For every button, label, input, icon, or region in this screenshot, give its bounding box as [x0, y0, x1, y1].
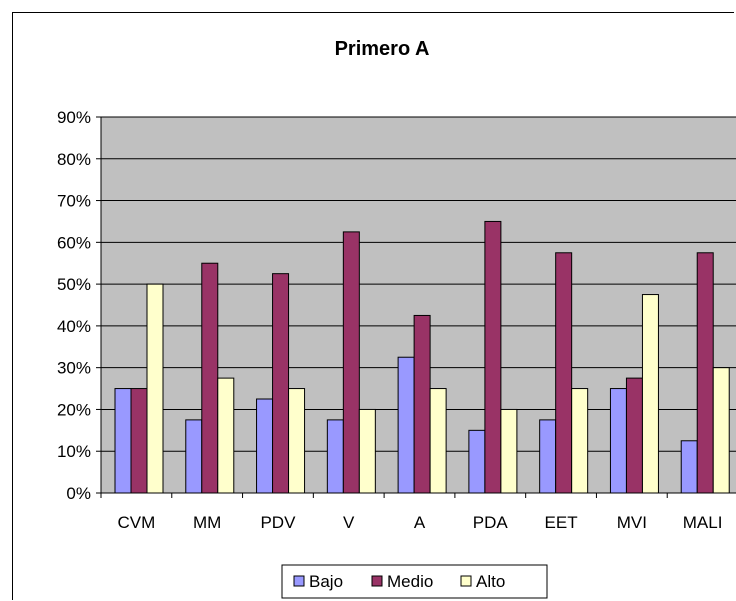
bar-bajo-pda	[468, 429, 486, 494]
bar-medio-a	[413, 314, 431, 494]
legend-label-bajo: Bajo	[309, 572, 343, 591]
bar-medio-v	[342, 231, 360, 494]
bar-alto-cvm	[146, 283, 164, 494]
x-tick-label: MALI	[683, 513, 723, 532]
bar-medio-mm	[201, 262, 219, 494]
bar-alto-eet	[571, 388, 589, 494]
bar-alto-a	[429, 388, 447, 494]
y-tick-label: 50%	[57, 275, 91, 294]
bar-medio-mvi	[625, 377, 643, 494]
bar-bajo-pdv	[256, 398, 274, 494]
bar-medio-mali	[696, 252, 714, 494]
x-tick-label: PDA	[473, 513, 509, 532]
y-tick-label: 0%	[66, 484, 91, 503]
legend-label-medio: Medio	[387, 572, 433, 591]
legend-box	[281, 564, 548, 599]
y-tick-label: 70%	[57, 192, 91, 211]
x-tick-label: MM	[193, 513, 221, 532]
bar-alto-pdv	[288, 388, 306, 494]
y-tick-label: 60%	[57, 233, 91, 252]
x-tick-label: A	[414, 513, 426, 532]
bar-alto-mali	[712, 367, 730, 494]
x-tick-label: PDV	[260, 513, 296, 532]
bars	[114, 220, 730, 494]
x-tick-label: EET	[545, 513, 578, 532]
bar-medio-pdv	[272, 273, 290, 494]
legend: Bajo Medio Alto	[281, 564, 548, 599]
x-axis-ticks: CVM MM PDV V A PDA EET MVI MALI	[100, 493, 723, 532]
chart-title: Primero A	[335, 38, 430, 60]
legend-swatch-medio	[371, 575, 383, 587]
bar-bajo-cvm	[114, 388, 132, 494]
bar-bajo-mali	[680, 440, 698, 494]
y-tick-label: 20%	[57, 400, 91, 419]
axes	[100, 117, 736, 494]
bar-alto-pda	[500, 408, 518, 494]
bar-medio-pda	[484, 220, 502, 494]
bar-bajo-a	[397, 356, 415, 494]
legend-swatch-alto	[460, 575, 472, 587]
bar-alto-mm	[217, 377, 235, 494]
y-axis-ticks: 0% 10% 20% 30% 40% 50% 60% 70% 80% 90%	[57, 108, 101, 503]
bar-bajo-v	[326, 419, 344, 494]
bar-medio-cvm	[130, 388, 148, 494]
y-tick-label: 80%	[57, 150, 91, 169]
x-tick-label: MVI	[617, 513, 647, 532]
bar-alto-v	[358, 408, 376, 494]
x-tick-label: CVM	[117, 513, 155, 532]
bar-bajo-mm	[185, 419, 203, 494]
bar-alto-mvi	[641, 294, 659, 494]
y-tick-label: 40%	[57, 317, 91, 336]
chart-frame	[12, 12, 734, 600]
bar-bajo-mvi	[609, 388, 627, 494]
legend-label-alto: Alto	[476, 572, 505, 591]
y-tick-label: 30%	[57, 359, 91, 378]
y-tick-label: 90%	[57, 108, 91, 127]
legend-swatch-bajo	[293, 575, 305, 587]
bar-medio-eet	[555, 252, 573, 494]
x-tick-label: V	[343, 513, 355, 532]
y-tick-label: 10%	[57, 442, 91, 461]
bar-bajo-eet	[539, 419, 557, 494]
